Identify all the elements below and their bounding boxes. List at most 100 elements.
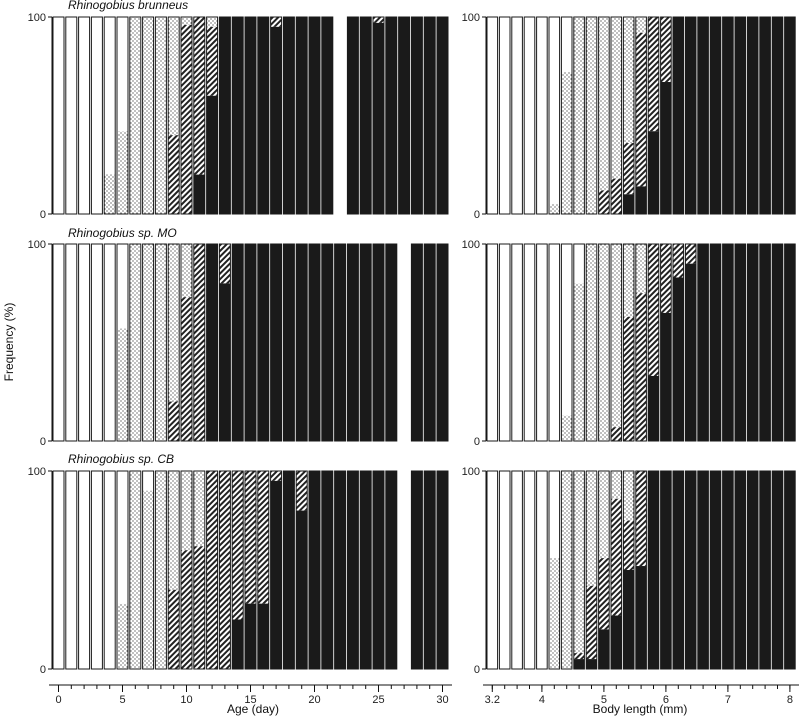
bar-3.2 xyxy=(486,243,499,442)
bar-segment-class_3 xyxy=(245,471,256,604)
bar-28 xyxy=(410,470,423,670)
bar-1 xyxy=(65,16,78,215)
bar-segment-class_3 xyxy=(623,143,634,195)
bar-13 xyxy=(218,470,231,670)
bar-segment-class_4 xyxy=(611,615,622,669)
bar-outline xyxy=(257,243,270,442)
bar-segment-class_2 xyxy=(549,204,560,214)
bar-segment-class_1 xyxy=(536,244,548,441)
panel-title: Rhinogobius sp. CB xyxy=(68,452,174,466)
bar-5 xyxy=(598,470,610,670)
bar-segment-class_3 xyxy=(270,471,282,481)
bar-outline xyxy=(410,16,423,215)
bar-6.6 xyxy=(697,470,709,670)
bar-outline xyxy=(359,470,372,670)
bar-outline xyxy=(548,16,561,215)
bar-3.4 xyxy=(498,470,511,670)
chart-panels: 0 100 0 100 0 100 0 100 0 100 0 5 10 15 20 25 30 0 100 3.2 4… xyxy=(28,12,799,706)
bar-segment-class_4 xyxy=(784,471,796,669)
bar-segment-class_4 xyxy=(245,603,256,669)
bar-segment-class_3 xyxy=(257,471,269,604)
x-tick-label: 6 xyxy=(663,694,669,706)
bar-segment-class_3 xyxy=(206,471,218,669)
bar-segment-class_2 xyxy=(129,17,141,214)
bar-outline xyxy=(346,16,359,215)
bar-2 xyxy=(78,243,91,442)
x-tick-label: 5 xyxy=(601,694,607,706)
bar-outline xyxy=(684,16,697,215)
bar-outline xyxy=(722,470,734,670)
bar-outline xyxy=(523,470,536,670)
bar-outline xyxy=(436,16,449,215)
bar-segment-class_1 xyxy=(524,17,535,214)
bar-segment-class_1 xyxy=(487,17,498,214)
bar-segment-class_2 xyxy=(598,471,610,559)
bar-outline xyxy=(784,243,796,442)
bar-segment-class_1 xyxy=(117,244,128,329)
bar-segment-class_2 xyxy=(142,490,154,669)
bar-outline xyxy=(295,470,308,670)
bar-segment-class_3 xyxy=(660,244,672,313)
bar-outline xyxy=(684,470,697,670)
bar-19 xyxy=(295,243,308,442)
bar-segment-class_4 xyxy=(334,244,346,441)
bar-15 xyxy=(244,16,257,215)
bar-segment-class_4 xyxy=(772,17,783,214)
bar-segment-class_1 xyxy=(499,471,510,669)
bar-4.2 xyxy=(548,470,561,670)
bar-outline xyxy=(498,470,511,670)
bar-outline xyxy=(90,243,103,442)
bar-segment-class_4 xyxy=(685,17,696,214)
bar-outline xyxy=(486,16,499,215)
bar-segment-class_3 xyxy=(623,520,634,570)
bar-22 xyxy=(334,470,347,670)
bar-18 xyxy=(282,470,295,670)
bar-outline xyxy=(697,16,709,215)
bar-4.6 xyxy=(573,243,585,442)
bar-segment-class_4 xyxy=(424,471,436,669)
bar-outline xyxy=(78,243,91,442)
bar-6.8 xyxy=(709,243,722,442)
bar-segment-class_2 xyxy=(206,17,218,27)
bar-2 xyxy=(78,470,91,670)
bar-5.4 xyxy=(622,16,635,215)
bar-outline xyxy=(231,16,244,215)
bar-14 xyxy=(231,470,244,670)
bar-segment-class_4 xyxy=(206,95,218,214)
bar-4 xyxy=(536,470,548,670)
bar-segment-class_4 xyxy=(334,471,346,669)
bar-outline xyxy=(410,243,423,442)
bar-segment-class_1 xyxy=(65,244,77,441)
bar-outline xyxy=(697,243,709,442)
bar-outline xyxy=(142,470,155,670)
bar-segment-class_4 xyxy=(245,244,256,441)
bar-7 xyxy=(722,16,734,215)
bar-segment-class_4 xyxy=(385,244,397,441)
bar-outline xyxy=(193,470,206,670)
bar-outline xyxy=(129,243,142,442)
bar-16 xyxy=(257,470,270,670)
bar-outline xyxy=(167,470,180,670)
bar-outline xyxy=(167,243,180,442)
bar-outline xyxy=(660,243,672,442)
bar-segment-class_4 xyxy=(437,17,448,214)
x-tick-label: 5 xyxy=(119,694,125,706)
bar-segment-class_4 xyxy=(735,471,746,669)
bar-20 xyxy=(308,470,321,670)
bar-outline xyxy=(697,470,709,670)
bar-3.6 xyxy=(511,470,523,670)
bar-6.4 xyxy=(684,243,697,442)
x-axis: 0 5 10 15 20 25 30 xyxy=(49,684,452,706)
bar-segment-class_4 xyxy=(296,244,308,441)
bar-segment-class_1 xyxy=(91,471,103,669)
bar-segment-class_1 xyxy=(53,244,64,441)
bar-outline xyxy=(180,16,193,215)
bar-7.6 xyxy=(759,243,771,442)
bar-outline xyxy=(622,243,635,442)
bar-23 xyxy=(346,16,359,215)
bar-segment-class_1 xyxy=(78,244,90,441)
bar-segment-class_2 xyxy=(586,244,597,441)
bar-outline xyxy=(722,243,734,442)
bar-segment-class_3 xyxy=(232,471,244,620)
bar-outline xyxy=(734,243,747,442)
